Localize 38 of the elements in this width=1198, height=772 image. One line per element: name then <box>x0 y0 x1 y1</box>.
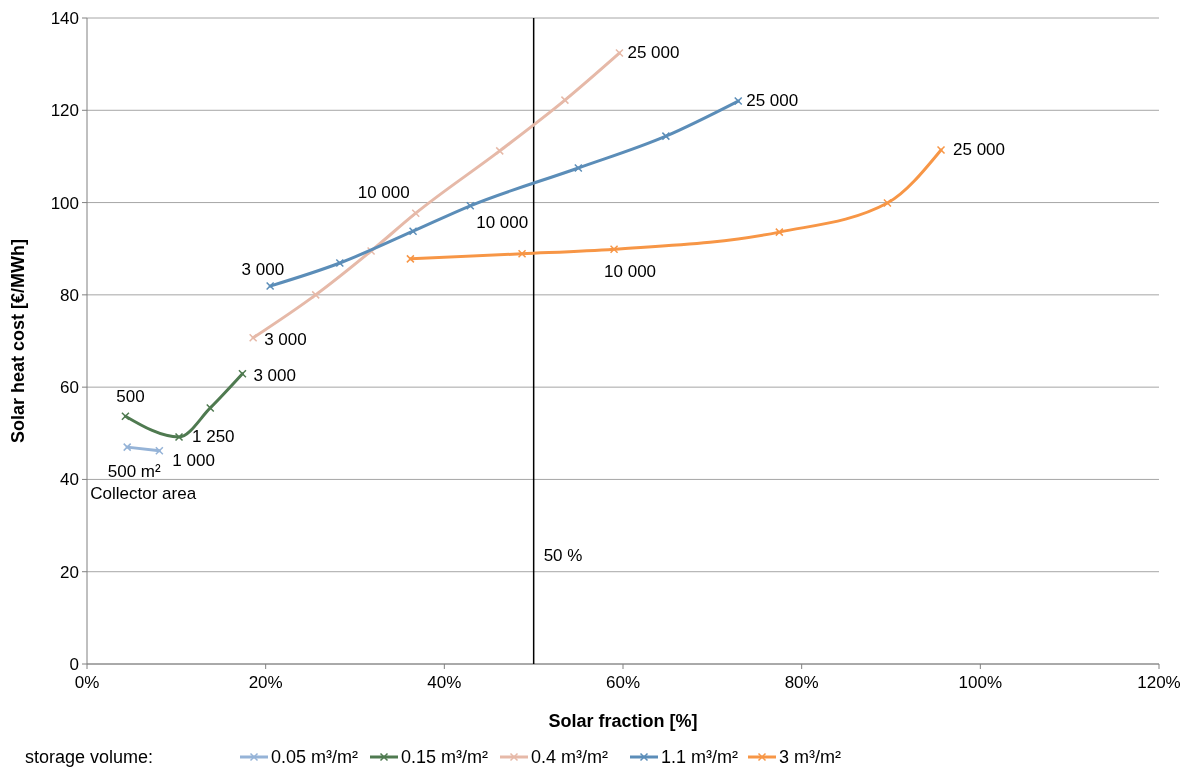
annotation: 25 000 <box>627 43 680 63</box>
annotation: 10 000 <box>476 212 529 232</box>
y-tick-label: 140 <box>50 9 79 28</box>
y-tick-label: 80 <box>60 285 79 305</box>
y-tick-label: 120 <box>50 101 79 121</box>
x-tick-label: 20% <box>248 673 283 692</box>
y-tick-label: 20 <box>60 562 79 582</box>
y-tick-label: 60 <box>60 378 79 398</box>
x-tick-label: 100% <box>958 673 1003 692</box>
y-tick-label: 0 <box>69 655 79 674</box>
x-tick-label: 60% <box>605 673 641 692</box>
annotation: 10 000 <box>604 262 657 282</box>
x-axis-title: Solar fraction [%] <box>548 711 698 731</box>
annotation: 10 000 <box>357 183 410 203</box>
legend-label: 1.1 m³/m² <box>661 747 739 767</box>
legend-label: 0.05 m³/m² <box>271 747 359 767</box>
annotation: 25 000 <box>953 139 1006 159</box>
annotation: 25 000 <box>746 91 799 111</box>
x-tick-label: 120% <box>1137 673 1181 692</box>
annotation: Collector area <box>90 484 197 504</box>
y-tick-label: 100 <box>50 193 79 213</box>
y-tick-label: 40 <box>60 470 79 490</box>
legend-label: 0.15 m³/m² <box>401 747 489 767</box>
ref-line-label: 50 % <box>543 545 583 565</box>
y-axis-title: Solar heat cost [€/MWh] <box>8 238 28 444</box>
annotation: 3 000 <box>241 260 285 280</box>
annotation: 3 000 <box>253 365 296 385</box>
legend-title: storage volume: <box>25 747 154 767</box>
legend-label: 3 m³/m² <box>779 747 841 767</box>
legend-label: 0.4 m³/m² <box>531 747 609 767</box>
annotation: 500 m² <box>107 462 161 482</box>
x-tick-label: 40% <box>427 673 462 692</box>
x-tick-label: 80% <box>784 673 819 692</box>
annotation: 1 000 <box>172 450 215 470</box>
annotation: 3 000 <box>264 329 307 349</box>
x-tick-label: 0% <box>74 673 100 692</box>
annotation: 1 250 <box>192 426 235 446</box>
annotation: 500 <box>116 387 145 407</box>
